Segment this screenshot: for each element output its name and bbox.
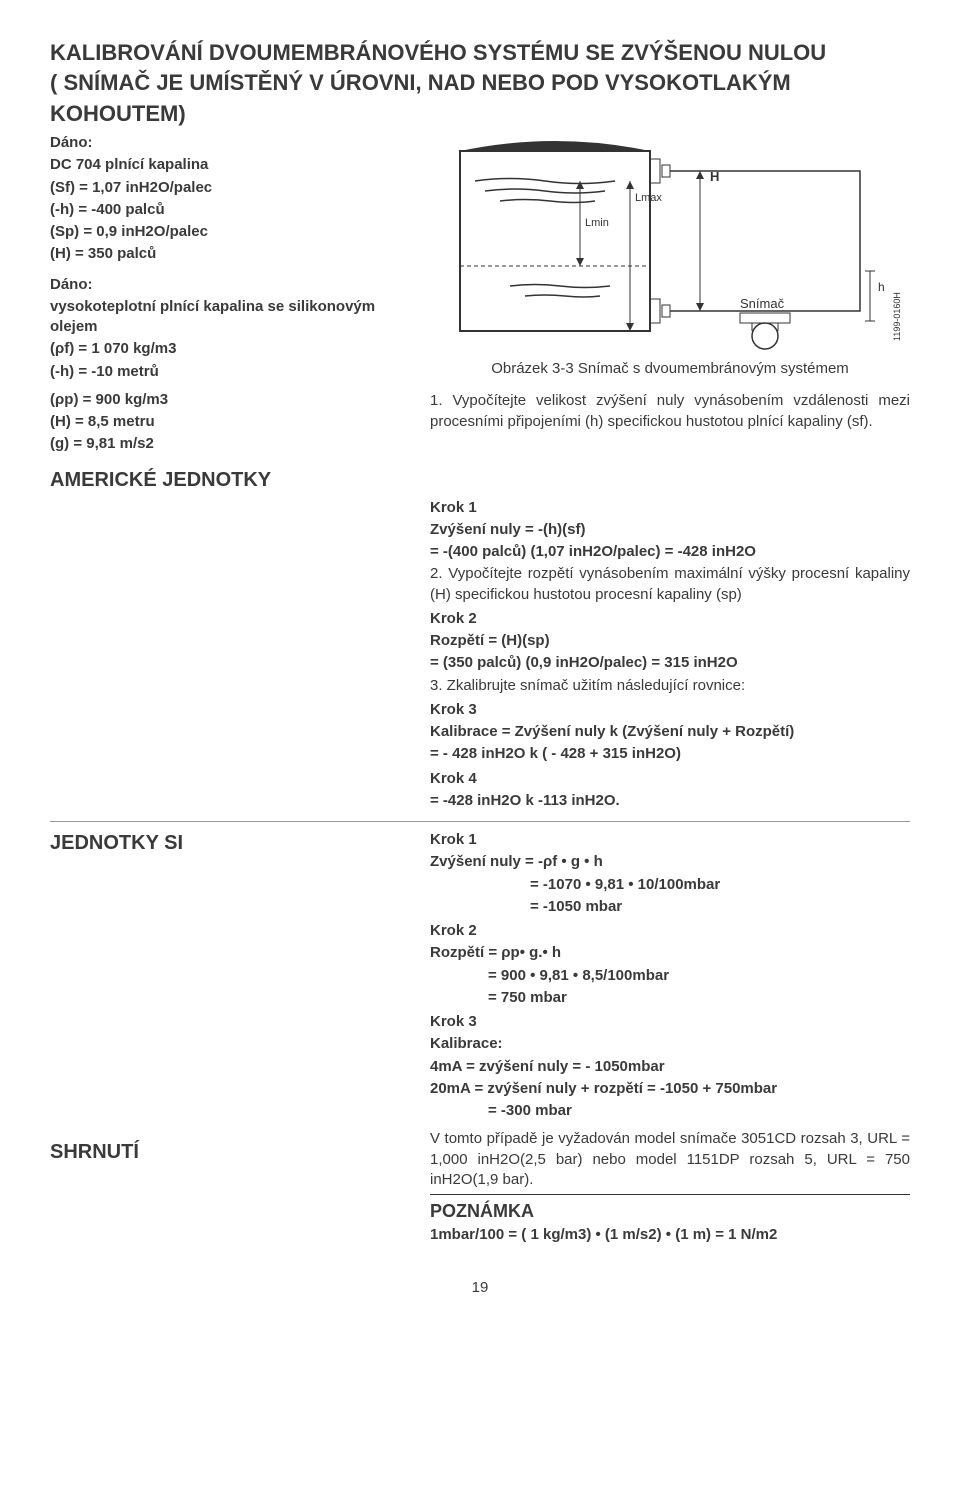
left2-l1: vysokoteplotní plnící kapalina se siliko… <box>50 297 410 338</box>
k1-p: 2. Vypočítejte rozpětí vynásobením maxim… <box>430 564 910 605</box>
k3-l1: Kalibrace = Zvýšení nuly k (Zvýšení nuly… <box>430 722 910 742</box>
sik3-l4: = -300 mbar <box>430 1101 910 1121</box>
left1-l4: (Sp) = 0,9 inH2O/palec <box>50 222 410 242</box>
shrnuti-text: V tomto případě je vyžadován model sníma… <box>430 1129 910 1190</box>
k3-h: Krok 3 <box>430 700 910 720</box>
k4-l1: = -428 inH2O k -113 inH2O. <box>430 791 910 811</box>
shrnuti-heading: SHRNUTÍ <box>50 1139 410 1166</box>
left1-l1: DC 704 plnící kapalina <box>50 155 410 175</box>
sik3-h: Krok 3 <box>430 1012 910 1032</box>
lmax-label: Lmax <box>635 192 662 204</box>
k4-h: Krok 4 <box>430 769 910 789</box>
step0-text: 1. Vypočítejte velikost zvýšení nuly vyn… <box>430 391 910 432</box>
sik3-l3: 20mA = zvýšení nuly + rozpětí = -1050 + … <box>430 1079 910 1099</box>
poznamka-heading: POZNÁMKA <box>430 1194 910 1223</box>
fig-code: 1199-0160H <box>892 292 902 341</box>
left2-l4: (ρp) = 900 kg/m3 <box>50 390 410 410</box>
sik1-l3: = -1050 mbar <box>430 897 910 917</box>
k2-l1: Rozpětí = (H)(sp) <box>430 631 910 651</box>
poznamka-text: 1mbar/100 = ( 1 kg/m3) • (1 m/s2) • (1 m… <box>430 1225 910 1245</box>
dano-1: Dáno: <box>50 133 410 153</box>
left1-l2: (Sf) = 1,07 inH2O/palec <box>50 178 410 198</box>
left2-l2: (ρf) = 1 070 kg/m3 <box>50 339 410 359</box>
title-line1: KALIBROVÁNÍ DVOUMEMBRÁNOVÉHO SYSTÉMU SE … <box>50 40 910 66</box>
lmin-label: Lmin <box>585 217 609 229</box>
dano-2: Dáno: <box>50 275 410 295</box>
title-line2: ( SNÍMAČ JE UMÍSTĚNÝ V ÚROVNI, NAD NEBO … <box>50 70 910 96</box>
sik1-h: Krok 1 <box>430 830 910 850</box>
k1-h: Krok 1 <box>430 498 910 518</box>
sik1-l1: Zvýšení nuly = -ρf • g • h <box>430 852 910 872</box>
sik3-l1: Kalibrace: <box>430 1034 910 1054</box>
k1-l1: Zvýšení nuly = -(h)(sf) <box>430 520 910 540</box>
sik2-h: Krok 2 <box>430 921 910 941</box>
left1-l3: (-h) = -400 palců <box>50 200 410 220</box>
sik2-l3: = 750 mbar <box>430 988 910 1008</box>
k2-h: Krok 2 <box>430 609 910 629</box>
left2-l6: (g) = 9,81 m/s2 <box>50 434 410 454</box>
jednotky-si-heading: JEDNOTKY SI <box>50 830 410 1123</box>
sik3-l2: 4mA = zvýšení nuly = - 1050mbar <box>430 1057 910 1077</box>
figure-caption: Obrázek 3-3 Snímač s dvoumembránovým sys… <box>430 359 910 379</box>
left2-l3: (-h) = -10 metrů <box>50 362 410 382</box>
left1-l5: (H) = 350 palců <box>50 244 410 264</box>
title-line3: KOHOUTEM) <box>50 101 910 127</box>
page-number: 19 <box>50 1278 910 1298</box>
h-small-label: h <box>878 280 885 294</box>
americke-jednotky-heading: AMERICKÉ JEDNOTKY <box>50 467 410 494</box>
sik2-l2: = 900 • 9,81 • 8,5/100mbar <box>430 966 910 986</box>
tank-diagram: Lmin Lmax H Snímač <box>430 131 910 351</box>
sik2-l1: Rozpětí = ρp• g.• h <box>430 943 910 963</box>
left2-l5: (H) = 8,5 metru <box>50 412 410 432</box>
sik1-l2: = -1070 • 9,81 • 10/100mbar <box>430 875 910 895</box>
snimac-label: Snímač <box>740 296 785 311</box>
k1-l2: = -(400 palců) (1,07 inH2O/palec) = -428… <box>430 542 910 562</box>
k3-l2: = - 428 inH2O k ( - 428 + 315 inH2O) <box>430 744 910 764</box>
k2-p: 3. Zkalibrujte snímač užitím následující… <box>430 676 910 696</box>
k2-l2: = (350 palců) (0,9 inH2O/palec) = 315 in… <box>430 653 910 673</box>
